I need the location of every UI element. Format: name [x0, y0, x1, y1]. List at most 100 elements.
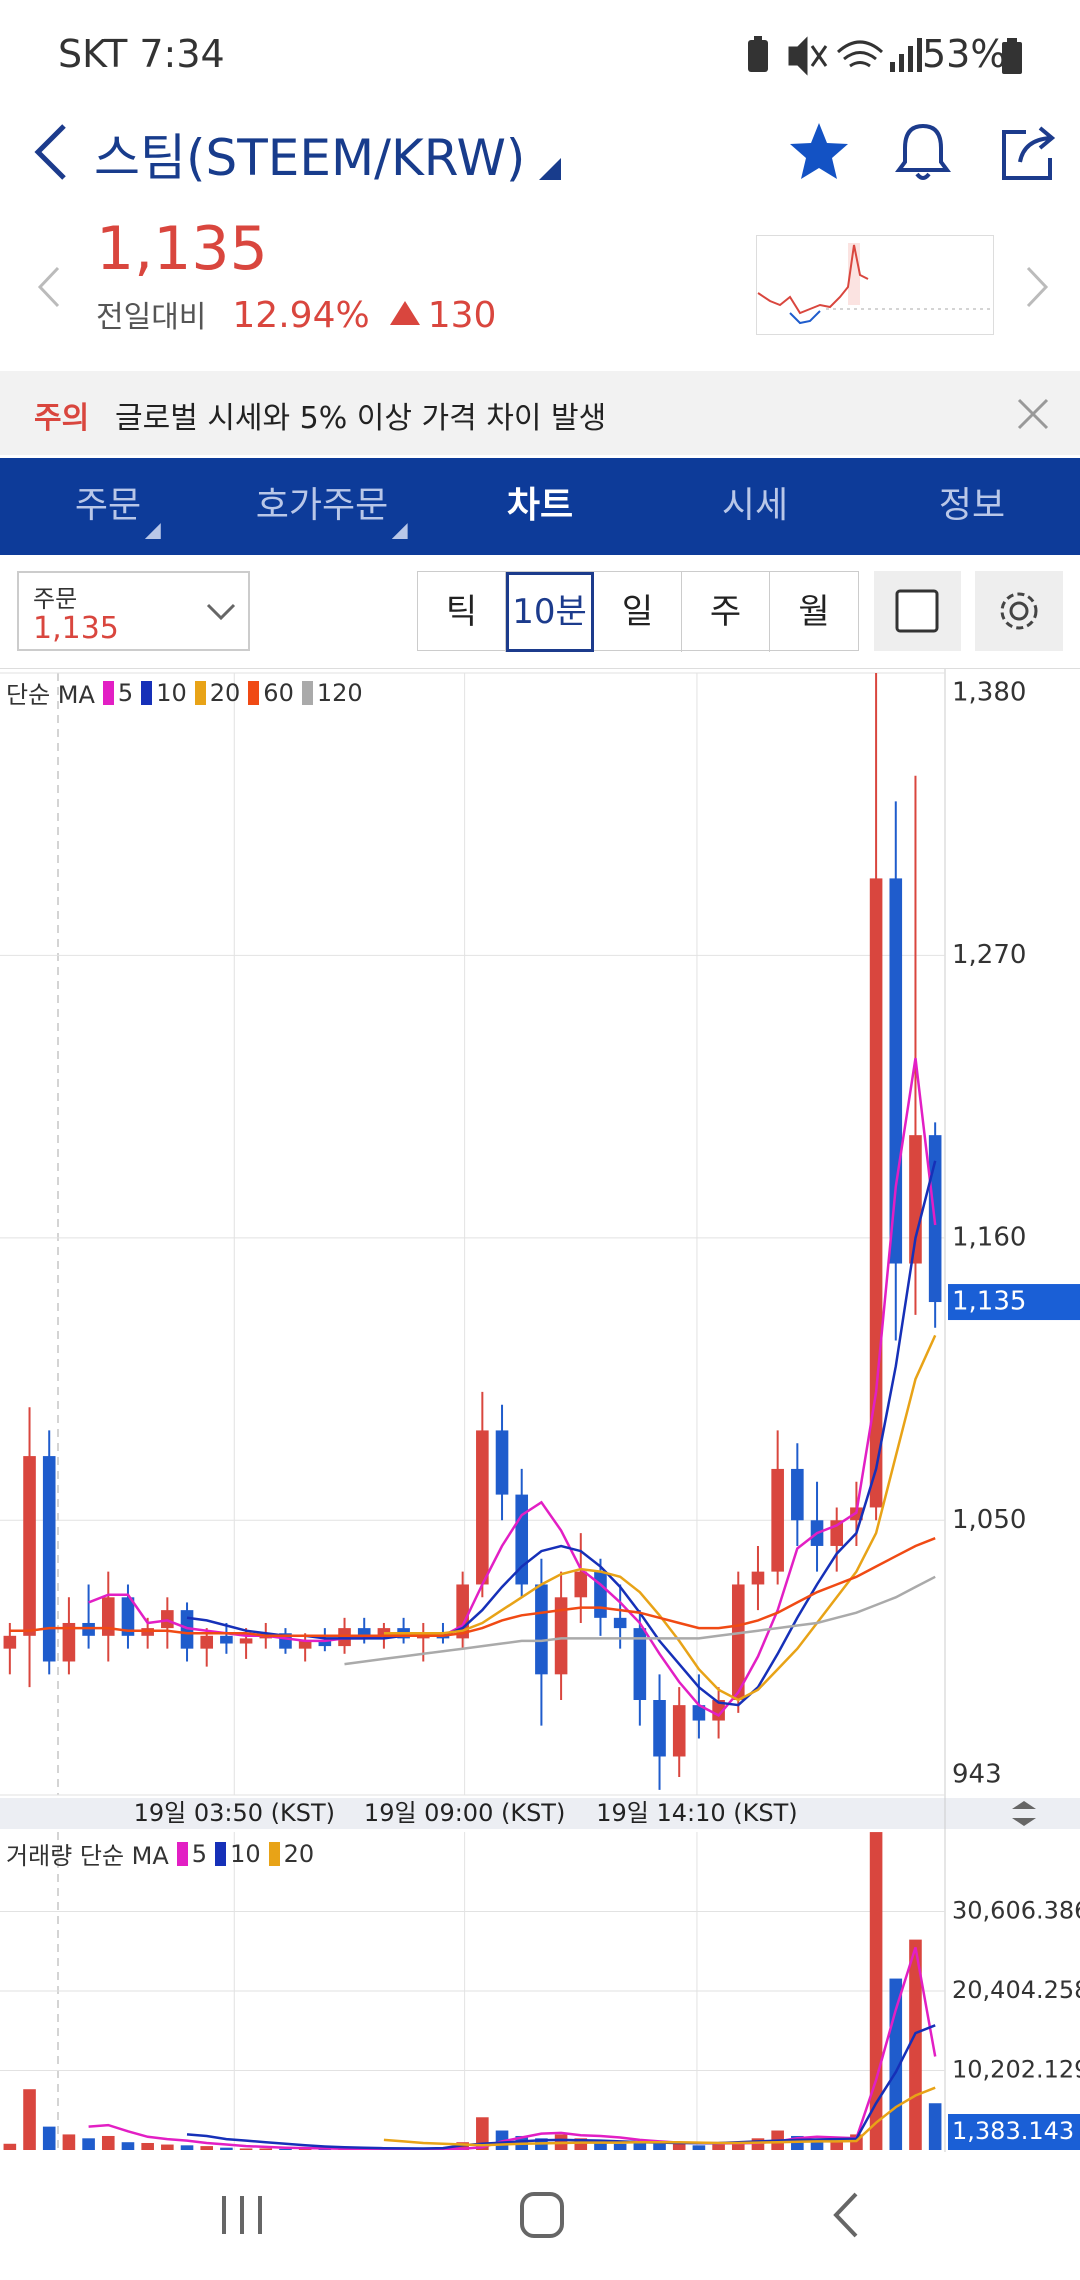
volume-bar — [810, 2140, 824, 2150]
candle-body — [62, 1622, 76, 1662]
candle-body — [535, 1584, 548, 1675]
candle-body — [220, 1635, 233, 1644]
volume-bar — [62, 2134, 76, 2150]
period-button[interactable]: 주 — [682, 572, 770, 652]
candle-body — [42, 1456, 56, 1662]
y-tick-label: 20,404.258 — [952, 1976, 1080, 2004]
volume-bar — [161, 2144, 174, 2150]
tab[interactable]: 호가주문 — [256, 458, 409, 553]
notice-close[interactable] — [1016, 397, 1050, 431]
period-button[interactable]: 일 — [594, 572, 682, 652]
settings-button[interactable] — [975, 571, 1063, 651]
candle-body — [200, 1635, 214, 1649]
legend-label: 10 — [230, 1839, 261, 1868]
candle-body — [692, 1705, 706, 1721]
mini-chart — [756, 235, 994, 335]
legend-label: 10 — [156, 678, 187, 707]
moving-average-line — [383, 1334, 937, 1702]
notice-bar: 주의 글로벌 시세와 5% 이상 가격 차이 발생 — [0, 371, 1080, 455]
nav-recents[interactable] — [218, 2192, 266, 2238]
candle-body — [515, 1494, 529, 1585]
volume-bar — [574, 2138, 588, 2150]
nav-back[interactable] — [828, 2190, 864, 2240]
status-time: SKT 7:34 — [58, 32, 225, 76]
change-row: 전일대비 12.94% 130 — [96, 292, 496, 336]
legend-swatch — [248, 680, 260, 705]
candle-body — [82, 1622, 95, 1636]
moving-average-line — [9, 1537, 936, 1638]
candle-body — [889, 878, 903, 1264]
candle-body — [909, 1135, 922, 1264]
volume-bar — [712, 2144, 725, 2150]
volume-bar — [101, 2135, 115, 2150]
volume-bar — [42, 2126, 56, 2150]
layout-button[interactable] — [874, 571, 961, 651]
alarm-bell[interactable] — [892, 120, 954, 184]
prev-coin[interactable] — [34, 264, 64, 310]
next-coin[interactable] — [1022, 264, 1052, 310]
legend-title: 단순 MA — [6, 681, 95, 709]
x-tick-label: 19일 14:10 (KST) — [596, 1799, 797, 1827]
period-button[interactable]: 틱 — [418, 572, 506, 652]
order-dropdown[interactable]: 주문 1,135 — [17, 571, 250, 651]
candle-body — [594, 1571, 607, 1618]
candle-body — [101, 1597, 115, 1636]
volume-bar — [672, 2143, 686, 2150]
nav-bar — [0, 2152, 1080, 2280]
candle-body — [3, 1635, 17, 1649]
period-button[interactable]: 월 — [798, 592, 830, 632]
title-dropdown — [539, 158, 562, 180]
current-value-label: 1,135 — [952, 1287, 1026, 1317]
tab[interactable]: 정보 — [938, 485, 1006, 526]
volume-bar — [82, 2138, 95, 2150]
legend-swatch — [194, 680, 206, 705]
tab-submenu-mark — [145, 523, 162, 539]
notice-message: 글로벌 시세와 5% 이상 가격 차이 발생 — [115, 401, 607, 436]
volume-bar — [23, 2089, 36, 2150]
favorite-star[interactable] — [788, 120, 850, 182]
tab[interactable]: 시세 — [721, 485, 789, 526]
candle-body — [161, 1610, 174, 1629]
volume-bar — [653, 2140, 666, 2150]
period-button[interactable]: 10분 — [506, 572, 594, 652]
chart-controls: 주문 1,135 틱 10분 일 주 월 — [0, 555, 1080, 669]
change-label: 전일대비 — [96, 300, 207, 335]
volume-bar — [613, 2143, 627, 2150]
candle-body — [613, 1617, 627, 1629]
candle-body — [239, 1638, 253, 1644]
share-button[interactable] — [998, 122, 1060, 184]
legend-swatch — [215, 1841, 227, 1866]
x-tick-label: 19일 09:00 (KST) — [364, 1799, 565, 1827]
volume-bar — [830, 2142, 844, 2150]
candle-body — [731, 1584, 745, 1701]
tab[interactable]: 주문 — [75, 458, 162, 553]
legend-swatch — [176, 1841, 188, 1866]
tab-submenu-mark — [392, 523, 409, 539]
legend-swatch — [268, 1841, 280, 1866]
tab[interactable]: 차트 — [506, 485, 574, 526]
volume-legend: 거래량 단순 MA 5 10 20 — [6, 1836, 314, 1871]
resize-handle[interactable] — [1012, 1801, 1036, 1826]
candle-body — [751, 1571, 765, 1585]
nav-home[interactable] — [518, 2190, 566, 2240]
y-tick-label: 1,050 — [952, 1505, 1026, 1535]
candle-body — [791, 1468, 804, 1521]
change-amount: 130 — [427, 295, 497, 336]
change-rate: 12.94% — [232, 295, 370, 336]
volume-bar — [220, 2147, 233, 2150]
chart-area: 943 1,050 1,160 1,270 1,380 10,202.129 20,404.… — [0, 669, 1080, 2152]
dropdown-chevron — [206, 603, 236, 621]
legend-label: 5 — [117, 678, 134, 707]
title-row[interactable]: 스팀(STEEM/KRW) — [94, 118, 569, 190]
volume-bar — [259, 2148, 273, 2150]
back-button[interactable] — [28, 122, 72, 182]
time-axis-band — [0, 1798, 1080, 1829]
candle-body — [653, 1700, 666, 1757]
candle-body — [476, 1430, 489, 1585]
square-icon — [895, 589, 939, 633]
candle-body — [633, 1628, 647, 1701]
current-value-label: 1,383.143 — [952, 2117, 1074, 2145]
y-tick-label: 1,270 — [952, 940, 1026, 970]
legend-label: 60 — [263, 678, 294, 707]
